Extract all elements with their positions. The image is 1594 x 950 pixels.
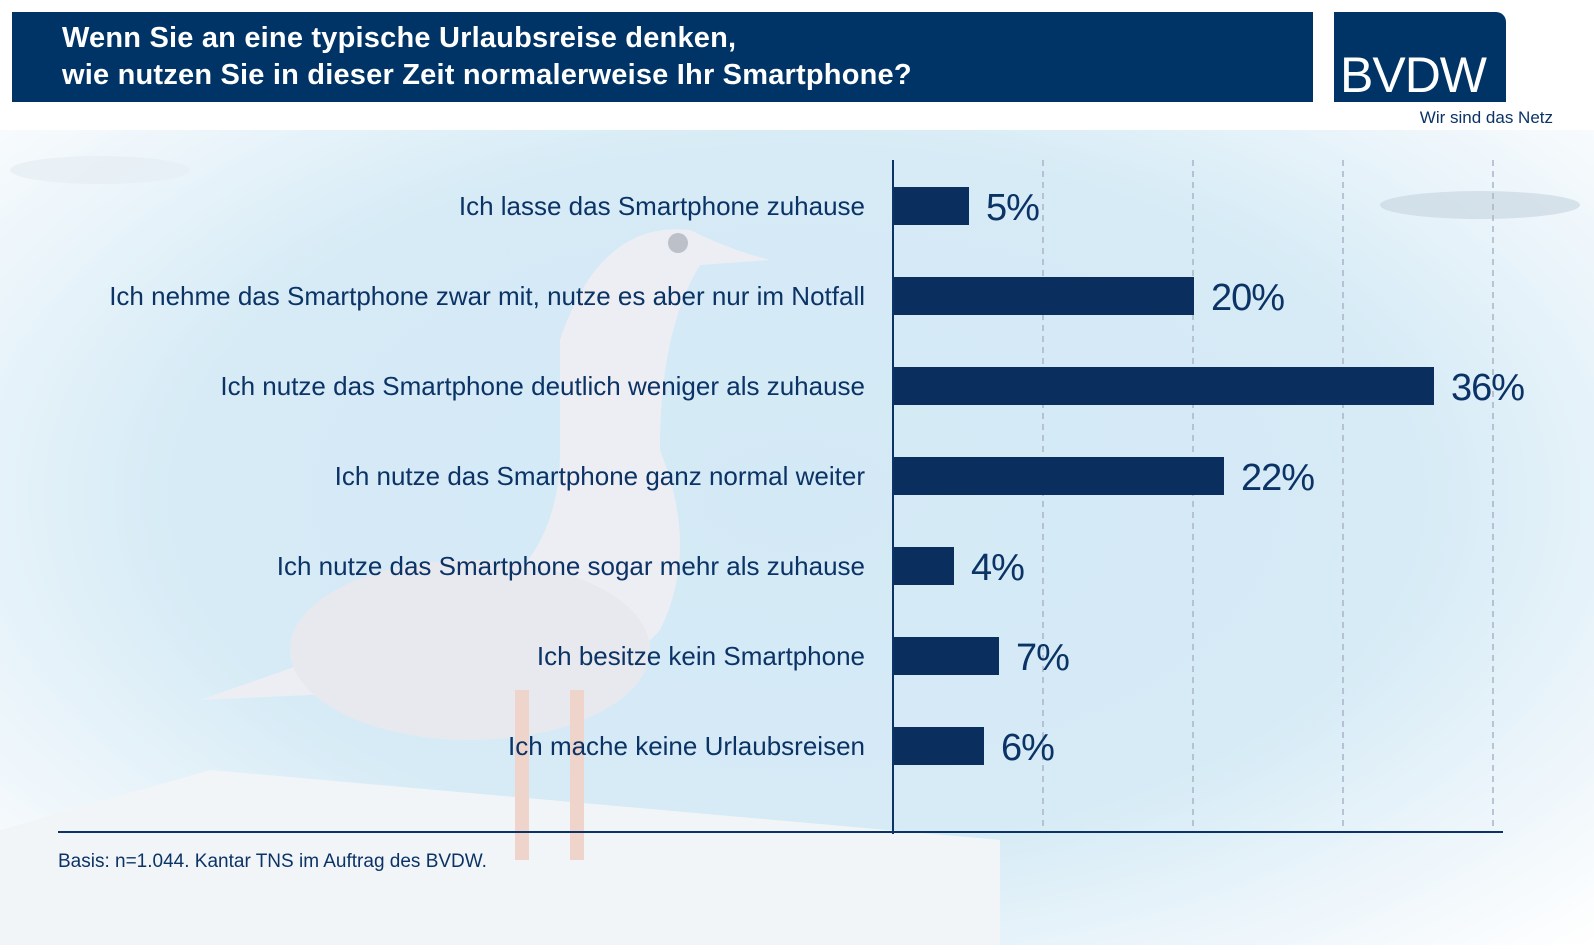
title-line-1: Wenn Sie an eine typische Urlaubsreise d… bbox=[62, 22, 737, 54]
category-label: Ich mache keine Urlaubsreisen bbox=[508, 731, 865, 761]
category-label: Ich besitze kein Smartphone bbox=[537, 641, 865, 671]
bar bbox=[894, 277, 1194, 315]
category-label: Ich nutze das Smartphone ganz normal wei… bbox=[335, 461, 866, 491]
bar bbox=[894, 727, 984, 765]
bar bbox=[894, 547, 954, 585]
background-seagull-scene bbox=[0, 130, 1594, 945]
category-label: Ich nehme das Smartphone zwar mit, nutze… bbox=[109, 281, 865, 311]
seagull-illustration bbox=[0, 156, 1580, 945]
value-label: 36% bbox=[1451, 367, 1524, 409]
category-label: Ich nutze das Smartphone sogar mehr als … bbox=[277, 551, 865, 581]
value-label: 22% bbox=[1241, 457, 1314, 499]
category-label: Ich nutze das Smartphone deutlich wenige… bbox=[220, 371, 865, 401]
bar bbox=[894, 367, 1434, 405]
logo-text: BVDW bbox=[1340, 47, 1487, 103]
category-label: Ich lasse das Smartphone zuhause bbox=[459, 191, 865, 221]
value-label: 5% bbox=[986, 187, 1039, 229]
bar bbox=[894, 637, 999, 675]
value-label: 4% bbox=[971, 547, 1024, 589]
value-label: 7% bbox=[1016, 637, 1069, 679]
value-label: 20% bbox=[1211, 277, 1284, 319]
logo-tagline: Wir sind das Netz bbox=[1419, 108, 1553, 127]
bar bbox=[894, 457, 1224, 495]
bar bbox=[894, 187, 969, 225]
title-banner: Wenn Sie an eine typische Urlaubsreise d… bbox=[12, 12, 1313, 102]
title-line-2: wie nutzen Sie in dieser Zeit normalerwe… bbox=[62, 59, 912, 91]
value-label: 6% bbox=[1001, 727, 1054, 769]
bvdw-logo: BVDW bbox=[1334, 12, 1506, 102]
source-note: Basis: n=1.044. Kantar TNS im Auftrag de… bbox=[58, 851, 487, 872]
